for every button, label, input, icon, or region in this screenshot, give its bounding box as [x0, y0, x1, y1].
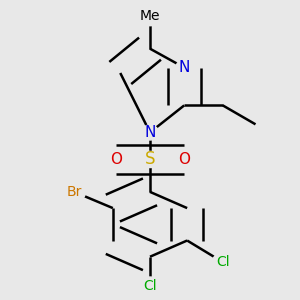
Circle shape — [140, 7, 160, 26]
Text: O: O — [110, 152, 122, 167]
Circle shape — [176, 152, 192, 167]
Circle shape — [108, 152, 124, 167]
Circle shape — [142, 125, 158, 140]
Circle shape — [141, 152, 159, 168]
Text: N: N — [178, 60, 190, 75]
Circle shape — [63, 182, 86, 202]
Text: S: S — [145, 151, 155, 169]
Circle shape — [140, 277, 160, 296]
Text: O: O — [178, 152, 190, 167]
Text: N: N — [144, 125, 156, 140]
Circle shape — [176, 60, 193, 75]
Circle shape — [212, 253, 233, 272]
Text: Cl: Cl — [216, 255, 230, 269]
Text: Br: Br — [67, 185, 82, 199]
Text: Cl: Cl — [143, 280, 157, 293]
Text: Me: Me — [140, 9, 160, 23]
